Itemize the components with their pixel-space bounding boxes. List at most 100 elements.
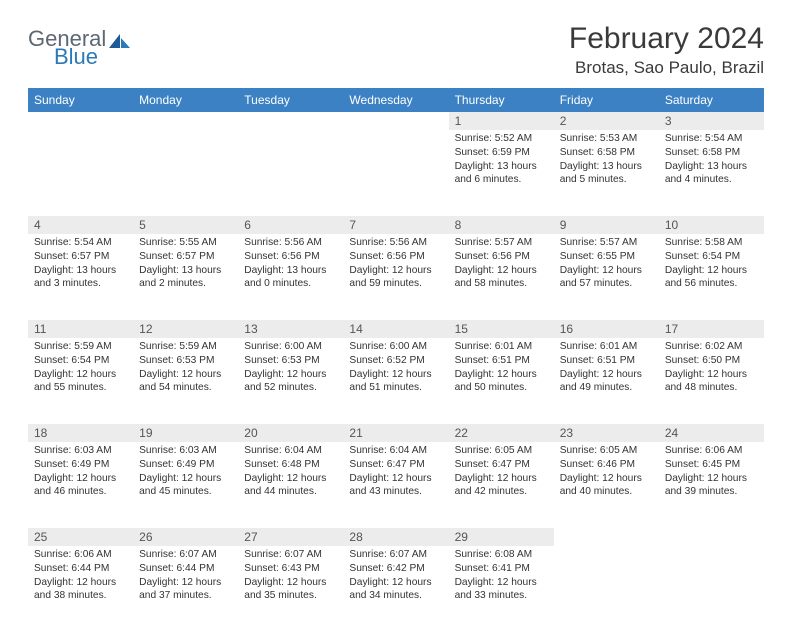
day-number: 22 bbox=[449, 424, 554, 441]
sunset-line: Sunset: 6:47 PM bbox=[349, 459, 424, 470]
day-details: Sunrise: 6:01 AMSunset: 6:51 PMDaylight:… bbox=[449, 338, 554, 399]
sunset-line: Sunset: 6:56 PM bbox=[455, 251, 530, 262]
day-number: 3 bbox=[659, 112, 764, 129]
sunset-line: Sunset: 6:57 PM bbox=[139, 251, 214, 262]
day-number: 12 bbox=[133, 320, 238, 337]
daylight-line: Daylight: 12 hours and 54 minutes. bbox=[139, 369, 221, 394]
day-10-num-cell: 10 bbox=[659, 216, 764, 234]
day-number: 6 bbox=[238, 216, 343, 233]
day-24-num-cell: 24 bbox=[659, 424, 764, 442]
day-details: Sunrise: 6:07 AMSunset: 6:44 PMDaylight:… bbox=[133, 546, 238, 607]
day-29-num-cell: 29 bbox=[449, 528, 554, 546]
sunset-line: Sunset: 6:59 PM bbox=[455, 147, 530, 158]
sunrise-line: Sunrise: 6:06 AM bbox=[665, 445, 743, 456]
day-details: Sunrise: 6:06 AMSunset: 6:45 PMDaylight:… bbox=[659, 442, 764, 503]
daylight-line: Daylight: 12 hours and 52 minutes. bbox=[244, 369, 326, 394]
day-details: Sunrise: 6:05 AMSunset: 6:46 PMDaylight:… bbox=[554, 442, 659, 503]
day-number: 7 bbox=[343, 216, 448, 233]
daylight-line: Daylight: 13 hours and 0 minutes. bbox=[244, 265, 326, 290]
sunrise-line: Sunrise: 6:01 AM bbox=[560, 341, 638, 352]
day-details: Sunrise: 5:59 AMSunset: 6:53 PMDaylight:… bbox=[133, 338, 238, 399]
day-25-body-cell: Sunrise: 6:06 AMSunset: 6:44 PMDaylight:… bbox=[28, 546, 133, 632]
daylight-line: Daylight: 12 hours and 39 minutes. bbox=[665, 473, 747, 498]
day-details: Sunrise: 6:04 AMSunset: 6:48 PMDaylight:… bbox=[238, 442, 343, 503]
daylight-line: Daylight: 12 hours and 40 minutes. bbox=[560, 473, 642, 498]
sunset-line: Sunset: 6:42 PM bbox=[349, 563, 424, 574]
day-number: 28 bbox=[343, 528, 448, 545]
day-27-body-cell: Sunrise: 6:07 AMSunset: 6:43 PMDaylight:… bbox=[238, 546, 343, 632]
day-1-num-cell: 1 bbox=[449, 112, 554, 130]
sunset-line: Sunset: 6:54 PM bbox=[665, 251, 740, 262]
sunrise-line: Sunrise: 5:59 AM bbox=[139, 341, 217, 352]
daylight-line: Daylight: 12 hours and 57 minutes. bbox=[560, 265, 642, 290]
day-20-body-cell: Sunrise: 6:04 AMSunset: 6:48 PMDaylight:… bbox=[238, 442, 343, 528]
day-number: 14 bbox=[343, 320, 448, 337]
day-details: Sunrise: 6:01 AMSunset: 6:51 PMDaylight:… bbox=[554, 338, 659, 399]
day-7-num-cell: 7 bbox=[343, 216, 448, 234]
day-number: 4 bbox=[28, 216, 133, 233]
day-21-body-cell: Sunrise: 6:04 AMSunset: 6:47 PMDaylight:… bbox=[343, 442, 448, 528]
sunset-line: Sunset: 6:43 PM bbox=[244, 563, 319, 574]
day-details: Sunrise: 6:03 AMSunset: 6:49 PMDaylight:… bbox=[133, 442, 238, 503]
daylight-line: Daylight: 13 hours and 4 minutes. bbox=[665, 161, 747, 186]
calendar-page: General Blue February 2024 Brotas, Sao P… bbox=[0, 0, 792, 632]
day-19-num-cell: 19 bbox=[133, 424, 238, 442]
empty-cell bbox=[238, 112, 343, 130]
page-title: February 2024 bbox=[569, 22, 764, 56]
day-16-num-cell: 16 bbox=[554, 320, 659, 338]
day-21-num-cell: 21 bbox=[343, 424, 448, 442]
sunset-line: Sunset: 6:56 PM bbox=[349, 251, 424, 262]
day-number: 23 bbox=[554, 424, 659, 441]
calendar-header-row: SundayMondayTuesdayWednesdayThursdayFrid… bbox=[28, 88, 764, 112]
sunrise-line: Sunrise: 6:04 AM bbox=[244, 445, 322, 456]
sunset-line: Sunset: 6:56 PM bbox=[244, 251, 319, 262]
sunset-line: Sunset: 6:51 PM bbox=[560, 355, 635, 366]
header: General Blue February 2024 Brotas, Sao P… bbox=[28, 22, 764, 78]
sunrise-line: Sunrise: 5:56 AM bbox=[349, 237, 427, 248]
sunset-line: Sunset: 6:51 PM bbox=[455, 355, 530, 366]
sunset-line: Sunset: 6:58 PM bbox=[665, 147, 740, 158]
location-subtitle: Brotas, Sao Paulo, Brazil bbox=[569, 58, 764, 78]
sunset-line: Sunset: 6:55 PM bbox=[560, 251, 635, 262]
day-details: Sunrise: 6:00 AMSunset: 6:53 PMDaylight:… bbox=[238, 338, 343, 399]
day-5-num-cell: 5 bbox=[133, 216, 238, 234]
day-29-body-cell: Sunrise: 6:08 AMSunset: 6:41 PMDaylight:… bbox=[449, 546, 554, 632]
day-2-num-cell: 2 bbox=[554, 112, 659, 130]
day-number: 26 bbox=[133, 528, 238, 545]
daylight-line: Daylight: 13 hours and 3 minutes. bbox=[34, 265, 116, 290]
day-18-body-cell: Sunrise: 6:03 AMSunset: 6:49 PMDaylight:… bbox=[28, 442, 133, 528]
day-details: Sunrise: 6:00 AMSunset: 6:52 PMDaylight:… bbox=[343, 338, 448, 399]
day-12-body-cell: Sunrise: 5:59 AMSunset: 6:53 PMDaylight:… bbox=[133, 338, 238, 424]
daylight-line: Daylight: 12 hours and 42 minutes. bbox=[455, 473, 537, 498]
day-23-body-cell: Sunrise: 6:05 AMSunset: 6:46 PMDaylight:… bbox=[554, 442, 659, 528]
sunrise-line: Sunrise: 5:54 AM bbox=[665, 133, 743, 144]
daylight-line: Daylight: 12 hours and 50 minutes. bbox=[455, 369, 537, 394]
empty-cell bbox=[659, 528, 764, 546]
day-details: Sunrise: 5:54 AM Sunset: 6:58 PM Daylight:… bbox=[659, 130, 764, 191]
day-6-body-cell: Sunrise: 5:56 AMSunset: 6:56 PMDaylight:… bbox=[238, 234, 343, 320]
daylight-line: Daylight: 12 hours and 48 minutes. bbox=[665, 369, 747, 394]
sunset-line: Sunset: 6:54 PM bbox=[34, 355, 109, 366]
day-13-num-cell: 13 bbox=[238, 320, 343, 338]
day-details: Sunrise: 6:02 AMSunset: 6:50 PMDaylight:… bbox=[659, 338, 764, 399]
week-2-bodyrow: Sunrise: 5:59 AM Sunset: 6:54 PM Daylight:… bbox=[28, 338, 764, 424]
day-number: 15 bbox=[449, 320, 554, 337]
daylight-line: Daylight: 12 hours and 56 minutes. bbox=[665, 265, 747, 290]
day-number: 2 bbox=[554, 112, 659, 129]
sunset-line: Sunset: 6:46 PM bbox=[560, 459, 635, 470]
day-25-num-cell: 25 bbox=[28, 528, 133, 546]
day-number: 13 bbox=[238, 320, 343, 337]
day-number: 19 bbox=[133, 424, 238, 441]
sunrise-line: Sunrise: 6:03 AM bbox=[139, 445, 217, 456]
day-6-num-cell: 6 bbox=[238, 216, 343, 234]
day-details: Sunrise: 6:07 AMSunset: 6:43 PMDaylight:… bbox=[238, 546, 343, 607]
dayname-monday: Monday bbox=[133, 88, 238, 112]
day-details: Sunrise: 6:03 AMSunset: 6:49 PMDaylight:… bbox=[28, 442, 133, 503]
day-18-num-cell: 18 bbox=[28, 424, 133, 442]
sunset-line: Sunset: 6:47 PM bbox=[455, 459, 530, 470]
day-number: 21 bbox=[343, 424, 448, 441]
daylight-line: Daylight: 12 hours and 33 minutes. bbox=[455, 577, 537, 602]
day-4-body-cell: Sunrise: 5:54 AMSunset: 6:57 PMDaylight:… bbox=[28, 234, 133, 320]
sunset-line: Sunset: 6:49 PM bbox=[34, 459, 109, 470]
empty-cell bbox=[343, 130, 448, 216]
